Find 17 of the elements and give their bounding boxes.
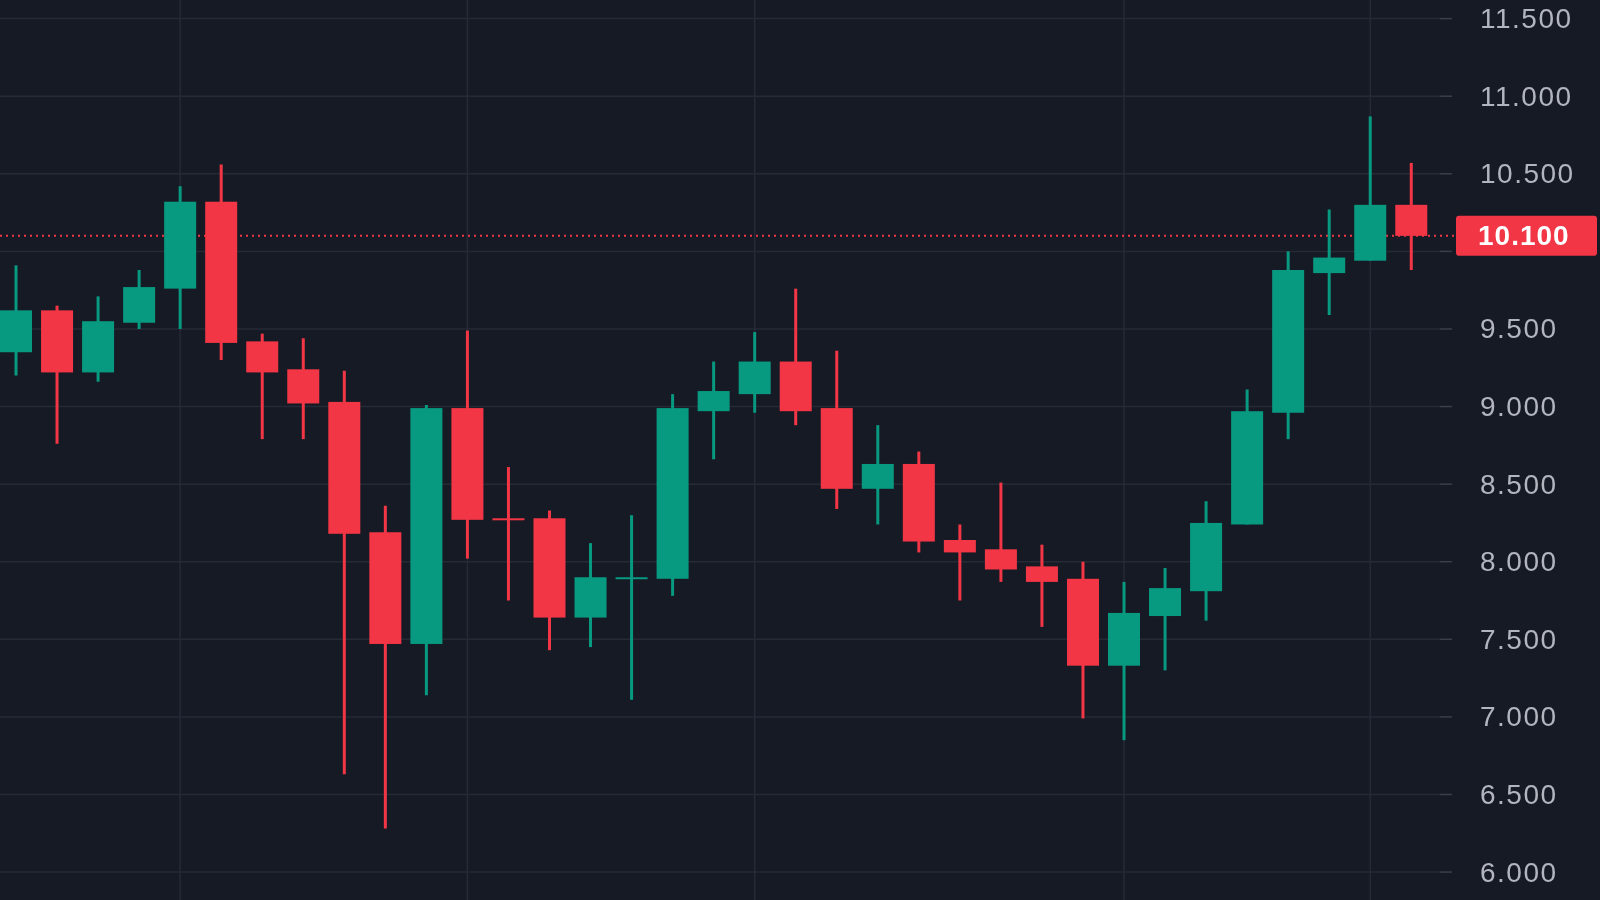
y-tick-label: 9.000	[1480, 391, 1558, 423]
y-tick-label: 8.000	[1480, 546, 1558, 578]
candlestick	[943, 524, 976, 601]
candlestick	[615, 515, 648, 700]
y-tick-label: 6.000	[1480, 856, 1558, 888]
y-tick-label: 6.500	[1480, 778, 1558, 810]
y-tick-label: 11.000	[1480, 80, 1573, 112]
candlestick	[492, 467, 525, 601]
y-tick-label: 8.500	[1480, 468, 1558, 500]
ref-line-label: 10.100	[1478, 220, 1570, 252]
y-tick-label: 11.500	[1480, 3, 1573, 35]
candlestick	[1313, 209, 1346, 315]
y-tick-label: 7.500	[1480, 623, 1558, 655]
y-tick-label: 7.000	[1480, 701, 1558, 733]
y-tick-label: 10.500	[1480, 158, 1575, 190]
candlestick	[1025, 544, 1058, 627]
y-tick-label: 9.500	[1480, 313, 1558, 345]
